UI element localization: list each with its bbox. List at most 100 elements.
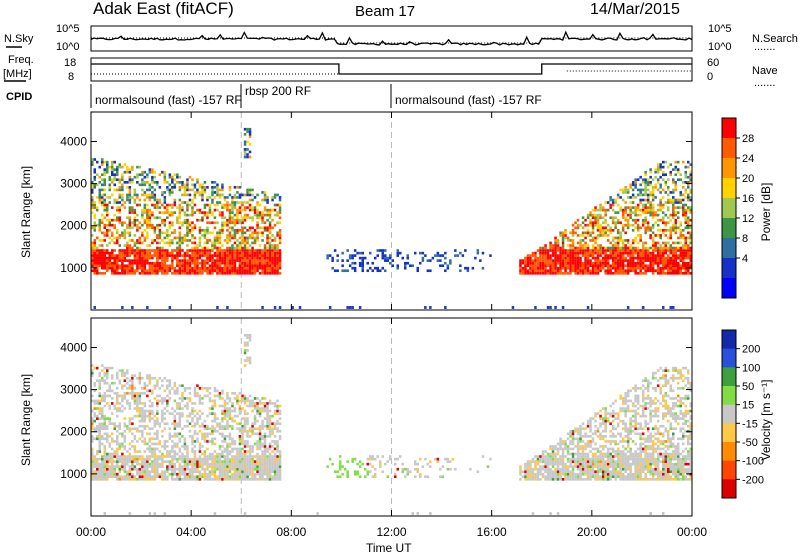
data-cell bbox=[141, 420, 144, 423]
data-cell bbox=[259, 433, 262, 436]
data-cell bbox=[144, 254, 147, 257]
data-cell bbox=[266, 252, 269, 255]
data-cell bbox=[231, 425, 234, 428]
data-cell bbox=[246, 336, 249, 339]
data-cell bbox=[221, 453, 224, 456]
data-cell bbox=[675, 254, 678, 257]
data-cell bbox=[154, 269, 157, 272]
data-cell bbox=[617, 196, 620, 199]
data-cell bbox=[234, 264, 237, 267]
data-cell bbox=[637, 272, 640, 275]
data-cell bbox=[639, 272, 642, 275]
data-cell bbox=[126, 267, 129, 270]
data-cell bbox=[161, 453, 164, 456]
data-cell bbox=[99, 259, 102, 262]
data-cell bbox=[96, 237, 99, 240]
data-cell bbox=[574, 254, 577, 257]
data-cell bbox=[354, 249, 357, 252]
data-cell bbox=[279, 257, 282, 260]
data-cell bbox=[151, 186, 154, 189]
data-cell bbox=[231, 247, 234, 250]
data-cell bbox=[254, 463, 256, 466]
data-cell bbox=[584, 267, 587, 270]
data-cell bbox=[101, 425, 104, 428]
data-cell bbox=[609, 264, 612, 267]
data-cell bbox=[206, 232, 209, 235]
data-cell bbox=[196, 254, 199, 257]
data-cell bbox=[146, 219, 149, 222]
data-cell bbox=[657, 189, 660, 192]
data-cell bbox=[171, 189, 174, 192]
data-cell bbox=[657, 163, 660, 166]
data-cell bbox=[121, 259, 124, 262]
data-cell bbox=[171, 214, 174, 217]
data-cell bbox=[151, 463, 154, 466]
data-cell bbox=[572, 224, 575, 227]
data-cell bbox=[191, 206, 194, 209]
data-cell bbox=[644, 171, 647, 174]
data-cell bbox=[682, 264, 685, 267]
data-cell bbox=[259, 402, 262, 405]
data-cell bbox=[256, 267, 259, 270]
data-cell bbox=[156, 433, 159, 436]
data-cell bbox=[179, 209, 182, 212]
data-cell bbox=[116, 377, 119, 380]
data-cell bbox=[126, 254, 129, 257]
data-cell bbox=[539, 259, 542, 262]
data-cell bbox=[665, 173, 668, 176]
data-cell bbox=[126, 171, 129, 174]
data-cell bbox=[667, 229, 670, 232]
data-cell bbox=[680, 178, 683, 181]
data-cell bbox=[176, 173, 179, 176]
data-cell bbox=[665, 257, 668, 260]
data-cell bbox=[126, 259, 129, 262]
data-cell bbox=[119, 445, 122, 448]
data-cell bbox=[409, 264, 412, 267]
data-cell bbox=[216, 264, 219, 267]
data-cell bbox=[209, 473, 212, 476]
data-cell bbox=[614, 262, 617, 265]
data-cell bbox=[437, 259, 440, 262]
data-cell bbox=[199, 425, 202, 428]
data-cell bbox=[246, 267, 249, 270]
data-cell bbox=[134, 221, 137, 224]
data-cell bbox=[176, 249, 179, 252]
data-cell bbox=[374, 257, 377, 260]
data-cell bbox=[627, 221, 630, 224]
data-cell bbox=[522, 259, 525, 262]
data-cell bbox=[642, 211, 645, 214]
data-cell bbox=[99, 254, 102, 257]
data-cell bbox=[687, 219, 690, 222]
data-cell bbox=[607, 239, 610, 242]
data-cell bbox=[241, 458, 244, 461]
data-cell bbox=[589, 214, 592, 217]
data-cell bbox=[174, 410, 177, 413]
data-cell bbox=[159, 443, 162, 446]
data-cell bbox=[271, 196, 274, 199]
data-cell bbox=[224, 463, 227, 466]
data-cell bbox=[221, 468, 224, 471]
data-cell bbox=[194, 224, 197, 227]
data-cell bbox=[597, 216, 600, 219]
data-cell bbox=[229, 450, 232, 453]
data-cell bbox=[184, 425, 187, 428]
data-cell bbox=[166, 468, 169, 471]
data-cell bbox=[149, 264, 152, 267]
data-cell bbox=[114, 237, 117, 240]
data-cell bbox=[680, 247, 683, 250]
data-cell bbox=[144, 402, 147, 405]
data-cell bbox=[602, 264, 605, 267]
data-cell bbox=[229, 445, 232, 448]
data-cell bbox=[196, 259, 199, 262]
data-cell bbox=[251, 473, 254, 476]
data-cell bbox=[594, 262, 597, 265]
data-cell bbox=[249, 435, 252, 438]
data-cell bbox=[201, 267, 204, 270]
data-cell bbox=[176, 176, 179, 179]
data-cell bbox=[264, 199, 267, 202]
data-cell bbox=[196, 262, 199, 265]
data-cell bbox=[687, 249, 690, 252]
data-cell bbox=[134, 189, 137, 192]
data-cell bbox=[614, 224, 617, 227]
data-cell bbox=[204, 252, 207, 255]
